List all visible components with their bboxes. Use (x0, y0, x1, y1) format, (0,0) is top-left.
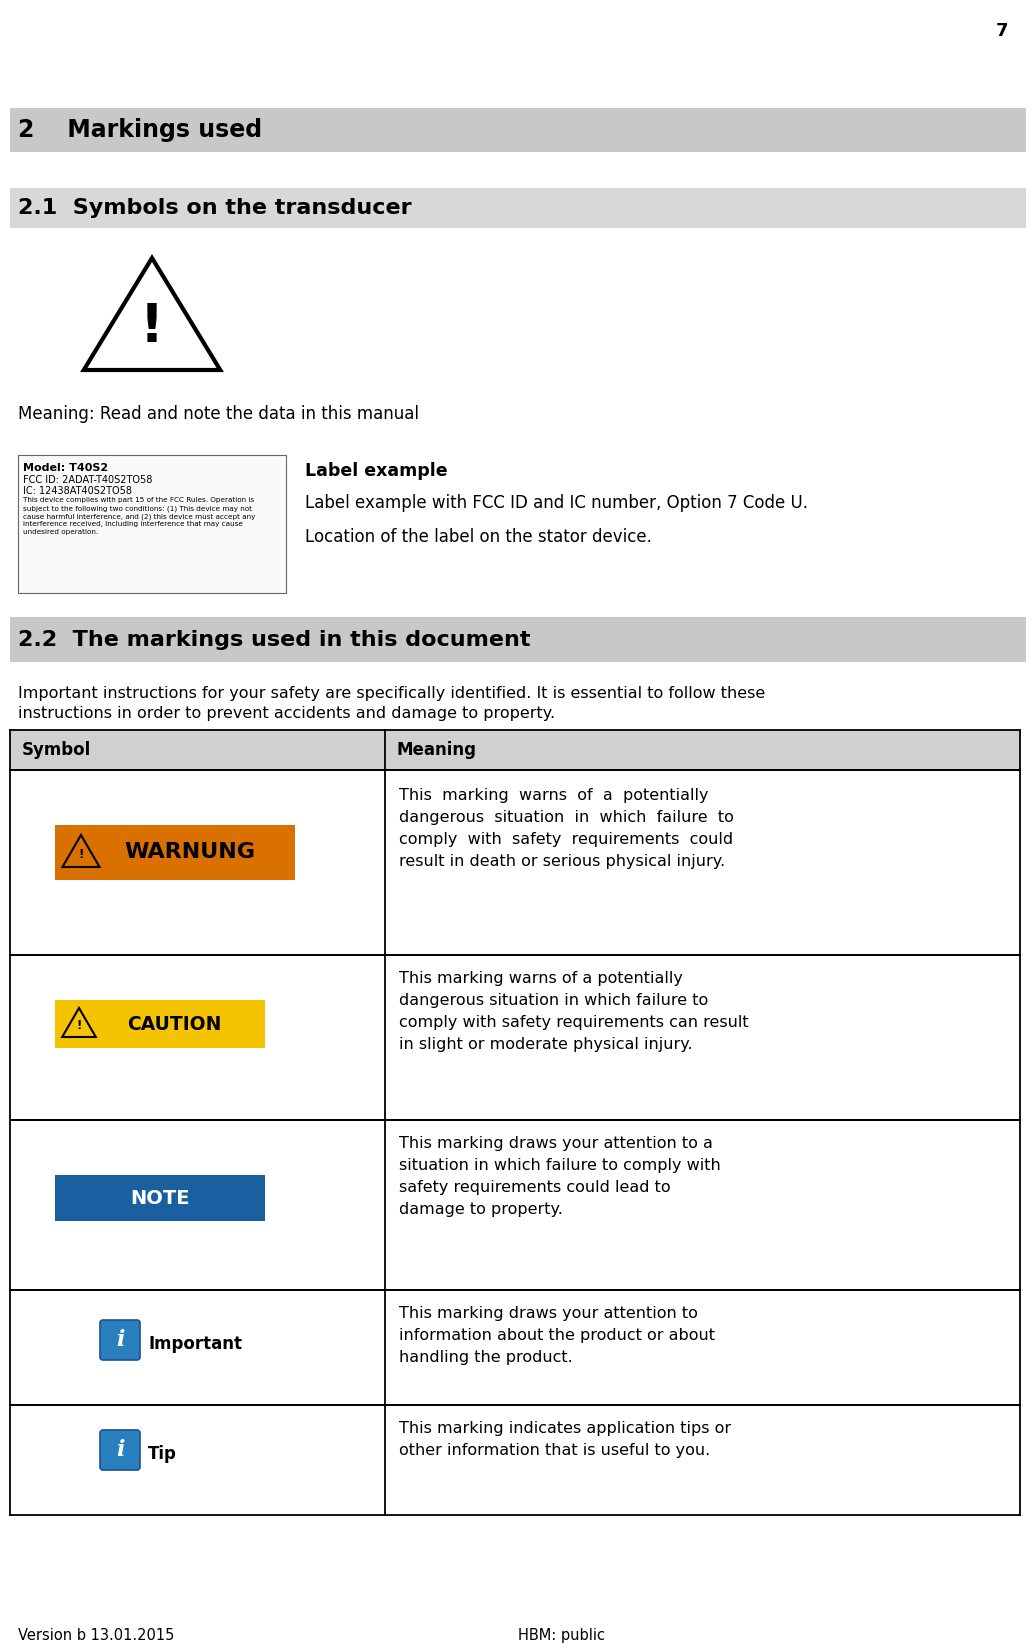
Bar (55, 999, 265, 1047)
Bar (18, 454, 286, 593)
FancyBboxPatch shape (100, 1320, 140, 1360)
Text: information about the product or about: information about the product or about (399, 1328, 715, 1343)
Text: Important: Important (148, 1335, 242, 1353)
Text: safety requirements could lead to: safety requirements could lead to (399, 1180, 670, 1194)
Text: handling the product.: handling the product. (399, 1350, 573, 1365)
Text: undesired operation.: undesired operation. (23, 529, 98, 535)
Text: dangerous situation in which failure to: dangerous situation in which failure to (399, 993, 709, 1008)
Bar (10, 616, 1026, 662)
Text: 2.2  The markings used in this document: 2.2 The markings used in this document (18, 629, 530, 649)
Text: Label example with FCC ID and IC number, Option 7 Code U.: Label example with FCC ID and IC number,… (305, 494, 808, 512)
FancyBboxPatch shape (100, 1431, 140, 1470)
Text: This marking indicates application tips or: This marking indicates application tips … (399, 1421, 731, 1436)
Text: IC: 12438AT40S2TO58: IC: 12438AT40S2TO58 (23, 486, 132, 496)
Text: comply  with  safety  requirements  could: comply with safety requirements could (399, 833, 733, 847)
Text: dangerous  situation  in  which  failure  to: dangerous situation in which failure to (399, 809, 733, 824)
Text: in slight or moderate physical injury.: in slight or moderate physical injury. (399, 1037, 693, 1052)
Text: This marking warns of a potentially: This marking warns of a potentially (399, 971, 683, 986)
Text: This  marking  warns  of  a  potentially: This marking warns of a potentially (399, 788, 709, 803)
Text: NOTE: NOTE (131, 1188, 190, 1208)
Text: cause harmful interference, and (2) this device must accept any: cause harmful interference, and (2) this… (23, 514, 256, 520)
Text: 2.1  Symbols on the transducer: 2.1 Symbols on the transducer (18, 198, 411, 218)
Text: 7: 7 (996, 21, 1008, 40)
Bar (10, 188, 1026, 228)
Text: !: ! (77, 1019, 82, 1032)
Text: WARNUNG: WARNUNG (124, 843, 256, 862)
Text: Meaning: Meaning (397, 742, 477, 758)
Text: Version b 13.01.2015: Version b 13.01.2015 (18, 1627, 174, 1644)
Text: Tip: Tip (148, 1446, 177, 1464)
Bar (55, 1175, 265, 1221)
Text: damage to property.: damage to property. (399, 1203, 563, 1218)
Text: Label example: Label example (305, 463, 448, 481)
Text: Model: T40S2: Model: T40S2 (23, 463, 108, 472)
Text: situation in which failure to comply with: situation in which failure to comply wit… (399, 1158, 721, 1173)
Text: result in death or serious physical injury.: result in death or serious physical inju… (399, 854, 725, 869)
Text: !: ! (79, 849, 84, 861)
Text: comply with safety requirements can result: comply with safety requirements can resu… (399, 1014, 749, 1029)
Text: Location of the label on the stator device.: Location of the label on the stator devi… (305, 529, 652, 547)
Text: instructions in order to prevent accidents and damage to property.: instructions in order to prevent acciden… (18, 705, 555, 720)
Text: This device complies with part 15 of the FCC Rules. Operation is: This device complies with part 15 of the… (23, 497, 254, 504)
Text: other information that is useful to you.: other information that is useful to you. (399, 1442, 711, 1459)
Text: HBM: public: HBM: public (518, 1627, 605, 1644)
Text: Important instructions for your safety are specifically identified. It is essent: Important instructions for your safety a… (18, 686, 766, 700)
Text: FCC ID: 2ADAT-T40S2TO58: FCC ID: 2ADAT-T40S2TO58 (23, 476, 152, 486)
Text: This marking draws your attention to: This marking draws your attention to (399, 1307, 698, 1322)
Bar (10, 107, 1026, 152)
Text: i: i (116, 1439, 124, 1460)
Text: 2    Markings used: 2 Markings used (18, 117, 262, 142)
Bar (55, 824, 295, 881)
Bar (10, 730, 1020, 770)
Text: Meaning: Read and note the data in this manual: Meaning: Read and note the data in this … (18, 405, 419, 423)
Text: CAUTION: CAUTION (126, 1014, 222, 1034)
Text: !: ! (140, 301, 164, 354)
Text: subject to the following two conditions: (1) This device may not: subject to the following two conditions:… (23, 506, 252, 512)
Text: i: i (116, 1328, 124, 1351)
Text: interference received, including interference that may cause: interference received, including interfe… (23, 522, 242, 527)
Text: Symbol: Symbol (22, 742, 91, 758)
Text: This marking draws your attention to a: This marking draws your attention to a (399, 1137, 713, 1151)
